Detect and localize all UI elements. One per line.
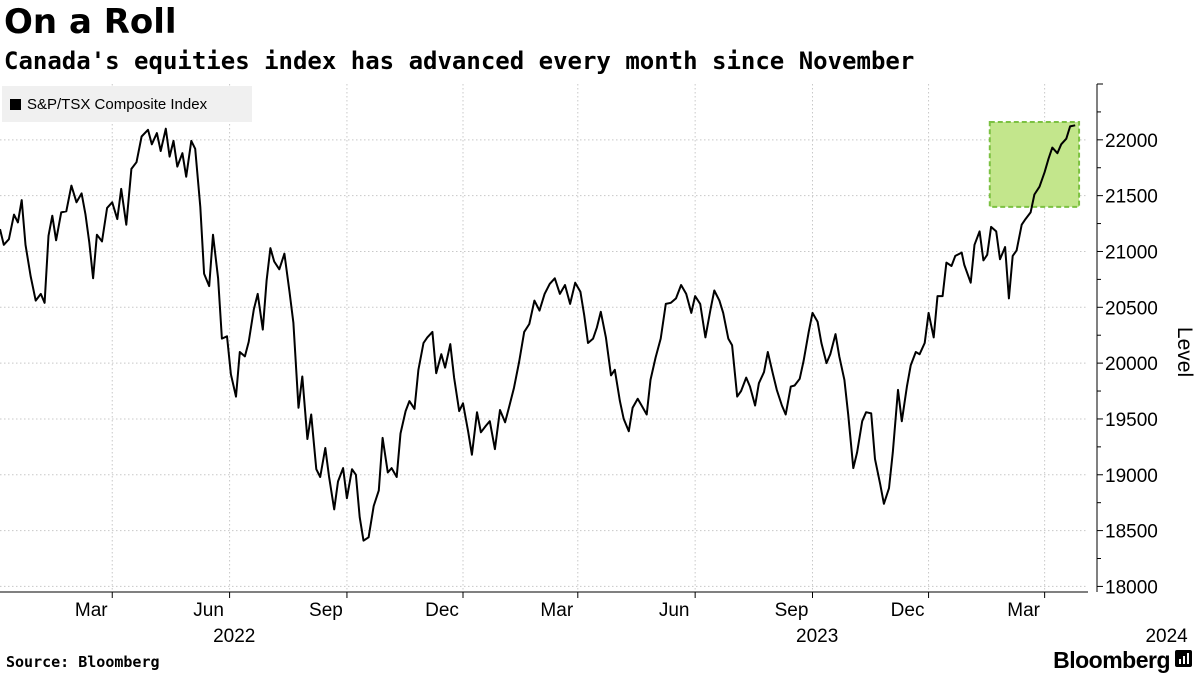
x-tick-label: Mar bbox=[540, 600, 573, 621]
y-tick-label: 22000 bbox=[1105, 131, 1158, 152]
y-tick-label: 20500 bbox=[1105, 298, 1158, 319]
y-axis-label: Level bbox=[1173, 327, 1196, 377]
grid-lines bbox=[0, 84, 1088, 592]
x-tick-label: Sep bbox=[309, 600, 343, 621]
source-note: Source: Bloomberg bbox=[6, 653, 160, 671]
chart-title: On a Roll bbox=[4, 2, 177, 42]
bloomberg-bars-icon bbox=[1175, 650, 1192, 667]
x-year-label: 2024 bbox=[1145, 626, 1188, 647]
x-tick-label: Jun bbox=[193, 600, 224, 621]
legend-swatch-icon bbox=[10, 98, 21, 110]
y-tick-label: 19500 bbox=[1105, 410, 1158, 431]
x-tick-label: Dec bbox=[425, 600, 459, 621]
y-tick-label: 19000 bbox=[1105, 466, 1158, 487]
series-layer bbox=[0, 124, 1076, 542]
x-year-label: 2022 bbox=[213, 626, 255, 647]
legend: S&P/TSX Composite Index bbox=[2, 86, 252, 122]
axes: 18000 18500 19000 19500 20000 20500 21000 21500… bbox=[0, 83, 1188, 647]
x-tick-label: Mar bbox=[75, 600, 108, 621]
x-tick-label: Dec bbox=[891, 600, 925, 621]
y-tick-label: 21000 bbox=[1105, 242, 1158, 263]
x-tick-label: Mar bbox=[1007, 600, 1040, 621]
x-tick-label: Sep bbox=[775, 600, 809, 621]
x-tick-label: Jun bbox=[659, 600, 690, 621]
y-tick-label: 20000 bbox=[1105, 354, 1158, 375]
y-tick-label: 18000 bbox=[1105, 577, 1158, 598]
y-tick-label: 21500 bbox=[1105, 187, 1158, 208]
legend-label: S&P/TSX Composite Index bbox=[27, 95, 208, 113]
series-line bbox=[0, 124, 1076, 542]
y-tick-label: 18500 bbox=[1105, 522, 1158, 543]
x-year-label: 2023 bbox=[796, 626, 838, 647]
chart-subtitle: Canada's equities index has advanced eve… bbox=[4, 47, 915, 75]
line-chart: 18000 18500 19000 19500 20000 20500 21000 21500… bbox=[0, 83, 1196, 647]
bloomberg-logo: Bloomberg bbox=[1053, 647, 1170, 673]
